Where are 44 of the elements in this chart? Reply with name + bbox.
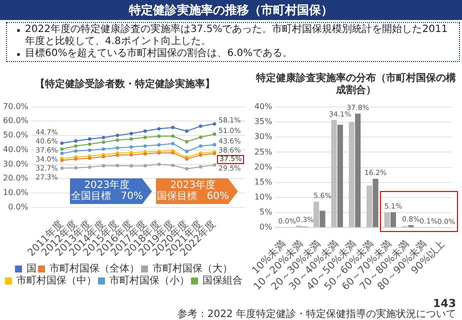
y-tick-label: 15% [254,177,273,186]
bar [372,178,378,228]
legend-label: 市町村国保（大） [152,262,232,275]
y-tick-label: 70.0% [2,102,29,111]
legend-label: 国 [26,264,36,275]
y-tick-label: 0% [260,222,273,232]
y-tick-label: 30% [254,132,273,142]
legend-label: 市町村国保（小） [110,274,190,287]
y-tick-label: 40% [254,102,273,112]
text: 参考：2022 年度特定健診・特定保健指導の実施状況について [177,309,456,320]
legend-label: 市町村国保（全体） [50,262,140,275]
y-tick-label: 5% [260,208,273,217]
bar [348,122,354,228]
bar [331,120,337,228]
bar [314,202,320,228]
annotation: 2023年度 [84,180,130,192]
chart-title: 特定健康診査実施率の分布（市町村国保の構成割合） [254,72,457,98]
bar [366,186,372,228]
y-tick-label: 0.0% [8,202,29,212]
y-tick-label: 20.0% [2,174,29,183]
y-tick-label: 40.0% [2,144,29,154]
bar [320,210,326,228]
legend-label: 国保組合 [202,274,242,287]
text: 特定健診実施率の推移（市町村国保） [0,0,462,20]
bar [390,212,396,228]
text: 143 [432,297,456,310]
annotation: 全国目標 70% [70,191,144,202]
bar [337,124,343,228]
y-tick-label: 25% [254,147,273,156]
text: 目標60%を超えている市町村国保の割合は、6.0%である。 [25,48,293,59]
chart-title: 【特定健診受診者数・特定健診実施率】 [34,77,216,92]
y-tick-label: 10% [254,192,273,202]
annotation: 2023年度 [170,180,216,192]
y-tick-label: 35% [254,117,273,126]
text: 2022年度の特定健康診査の実施率は37.5%であった。市町村国保規模別統計を開始した2011年度と比較して、4.8ポイント向上した。 [25,24,448,47]
y-tick-label: 10.0% [2,188,29,198]
bar [384,212,390,228]
y-tick-label: 50.0% [2,130,29,140]
y-tick-label: 20% [254,162,273,172]
bar [355,114,361,228]
annotation: 国保目標 60% [156,191,230,202]
legend-label: 市町村国保（中） [16,274,96,287]
y-tick-label: 60.0% [2,116,29,126]
y-tick-label: 30.0% [2,159,29,168]
